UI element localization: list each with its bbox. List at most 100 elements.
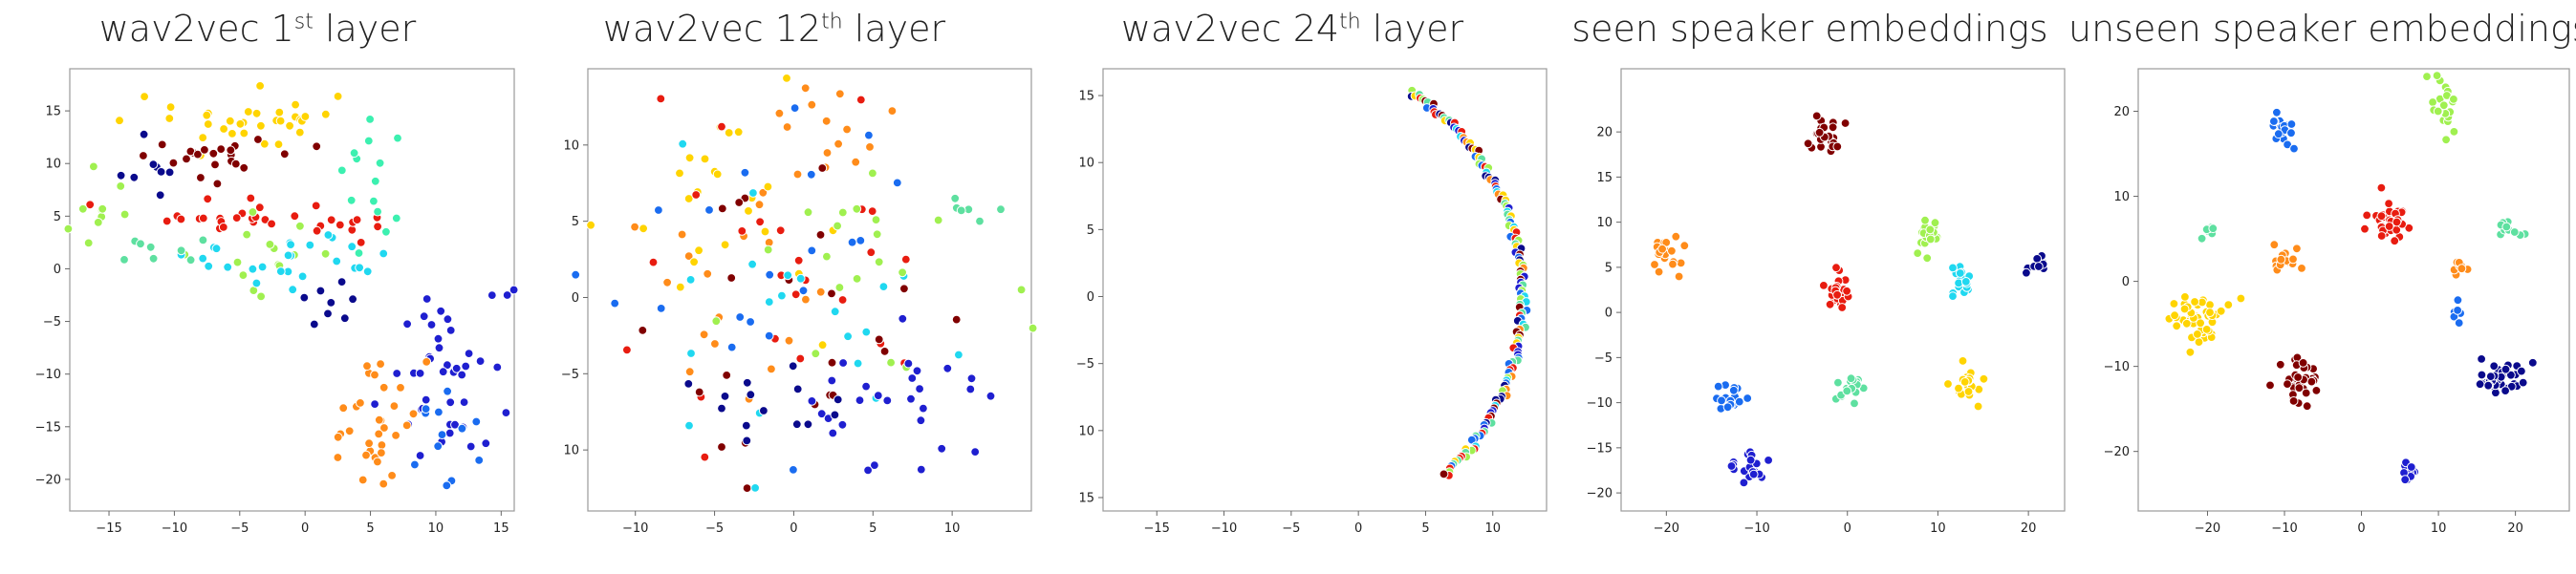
scatter-point [867,206,877,217]
scatter-point [474,456,485,465]
scatter-point [746,390,756,400]
scatter-point [868,168,877,179]
scatter-point [834,89,845,99]
scatter-point [1850,398,1859,409]
plot-frame [1620,68,2066,512]
scatter-point [1948,263,1958,273]
y-tick-label: −15 [35,420,61,435]
scatter-point [145,242,156,252]
scatter-point [326,215,336,225]
scatter-point [2216,306,2226,316]
scatter-point [774,108,785,118]
scatter-point [789,465,798,475]
scatter-point [2269,240,2280,250]
scatter-point [677,229,687,240]
scatter-point [219,124,229,134]
x-tick-label: 5 [366,521,374,536]
x-tick-label: 5 [1421,521,1429,536]
scatter-point [807,396,817,406]
scatter-point [675,168,684,179]
x-tick-label: −5 [705,521,724,536]
scatter-point [348,294,358,305]
x-tick-label: −20 [1654,521,1679,536]
scatter-plot: −15 −10 −5 0 5 10 15 10 5 0 −5 10 15 [1076,68,1548,536]
scatter-point [851,157,861,167]
scatter-point [275,266,286,277]
scatter-point [662,277,673,287]
scatter-point [391,213,401,223]
scatter-point [1811,111,1822,121]
scatter-point [2453,295,2463,306]
scatter-point [2509,227,2520,237]
scatter-point [2454,318,2464,329]
scatter-point [2169,299,2179,308]
scatter-point [309,319,319,330]
scatter-point [396,383,405,393]
scatter-point [724,128,734,138]
scatter-point [344,426,355,436]
scatter-point [2438,100,2449,111]
y-tick-label: 5 [1605,261,1613,275]
panel-wav2vec-12th-layer: wav2vec 12th layer −10 −5 0 5 10 10 5 0 −5 10 [515,0,1038,574]
title-superscript: th [1339,10,1361,34]
scatter-point [408,409,419,419]
scatter-point [2297,264,2306,273]
scatter-point [742,483,752,494]
scatter-point [793,255,804,266]
scatter-point [323,230,334,240]
scatter-point [288,285,298,295]
scatter-point [176,214,186,224]
y-tick-label: 5 [1087,223,1094,238]
scatter-point [355,263,365,273]
scatter-point [492,362,503,372]
x-tick-label: −15 [1144,521,1170,536]
y-tick-label: 15 [1596,171,1613,185]
scatter-point [1734,396,1744,407]
scatter-point [335,220,345,230]
x-tick-label: −10 [162,521,187,536]
scatter-point [274,107,285,117]
scatter-point [685,275,696,285]
scatter-point [370,399,380,410]
scatter-point [1016,285,1027,295]
scatter-point [950,193,961,203]
scatter-point [119,209,130,220]
scatter-point [373,222,383,232]
scatter-point [1745,455,1756,465]
scatter-point [741,420,751,431]
x-tick-label: 0 [2357,521,2365,536]
scatter-point [965,384,976,394]
y-tick-label: 10 [2113,190,2130,204]
scatter-point [415,451,425,460]
scatter-point [426,320,437,330]
scatter-point [792,169,803,180]
scatter-point [2527,357,2538,368]
scatter-point [509,285,519,295]
scatter-point [1676,258,1686,268]
scatter-point [806,169,816,180]
scatter-point [374,429,384,439]
scatter-point [381,226,391,237]
scatter-point [754,200,765,210]
scatter-point [874,334,884,345]
scatter-point [821,116,832,126]
scatter-point [838,358,849,368]
scatter-point [2205,308,2215,318]
x-tick-label: 10 [2431,521,2447,536]
scatter-point [257,262,268,272]
panel-title: unseen speaker embeddings [2068,8,2576,50]
scatter-point [275,116,286,126]
scatter-point [243,107,253,117]
scatter-point [2477,370,2487,380]
scatter-point [782,74,791,83]
scatter-point [807,245,817,256]
scatter-point [887,106,898,116]
scatter-point [332,256,342,266]
scatter-point [764,330,774,341]
scatter-point [1728,385,1739,395]
scatter-point [855,395,865,406]
title-main: unseen speaker embeddings [2068,8,2576,50]
scatter-point [444,428,455,438]
scatter-point [1764,456,1774,465]
scatter-point [157,139,167,150]
